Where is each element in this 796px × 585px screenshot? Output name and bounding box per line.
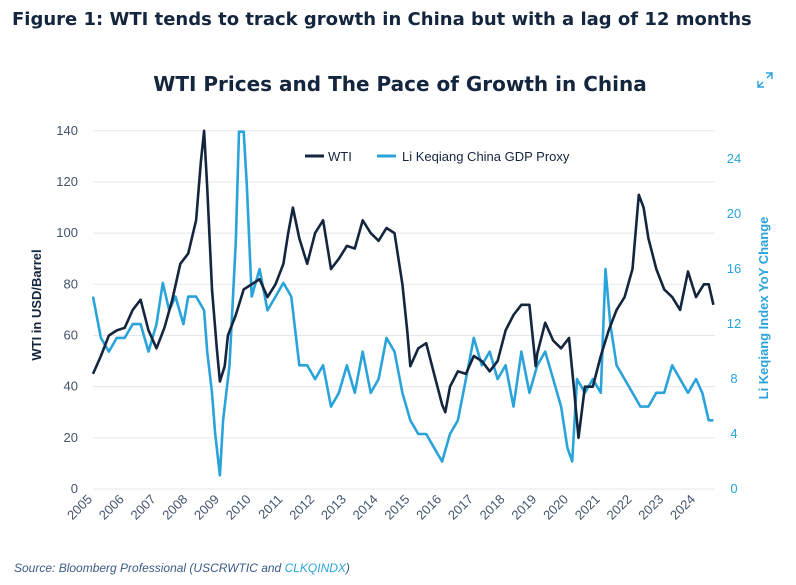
- y2-tick-label: 20: [727, 206, 741, 221]
- y2-tick-label: 16: [727, 261, 741, 276]
- x-tick-label: 2016: [413, 492, 444, 523]
- legend-label-gdp: Li Keqiang China GDP Proxy: [402, 149, 570, 164]
- legend: WTI Li Keqiang China GDP Proxy: [305, 149, 570, 164]
- x-tick-label: 2013: [318, 492, 349, 523]
- y2-tick-label: 12: [727, 316, 741, 331]
- legend-label-wti: WTI: [328, 149, 352, 164]
- y-tick-label: 120: [56, 174, 78, 189]
- series-lines: [91, 129, 715, 477]
- gdp-proxy-series-line: [91, 130, 714, 477]
- y-tick-label: 80: [64, 276, 78, 291]
- chart-title: WTI Prices and The Pace of Growth in Chi…: [153, 72, 646, 96]
- right-axis-ticks: 0 4 8 12 16 20 24: [727, 151, 741, 496]
- y-tick-label: 60: [64, 327, 78, 342]
- x-tick-label: 2018: [477, 492, 508, 523]
- y2-tick-label: 0: [730, 481, 737, 496]
- wti-series-line: [91, 129, 715, 440]
- y-tick-label: 20: [64, 430, 78, 445]
- y-tick-label: 100: [56, 225, 78, 240]
- x-tick-label: 2006: [96, 492, 127, 523]
- y-tick-label: 140: [56, 123, 78, 138]
- source-note: Source: Bloomberg Professional (USCRWTIC…: [14, 561, 350, 575]
- y2-tick-label: 8: [730, 371, 737, 386]
- source-suffix: ): [345, 561, 350, 575]
- x-tick-label: 2024: [667, 492, 698, 523]
- x-tick-label: 2020: [540, 492, 571, 523]
- left-axis-ticks: 0 20 40 60 80 100 120 140: [56, 123, 78, 496]
- y-axis-label: WTI in USD/Barrel: [29, 249, 44, 360]
- x-tick-label: 2022: [604, 492, 635, 523]
- x-axis-ticks: 2005 2006 2007 2008 2009 2010 2011 2012 2013 2014…: [64, 492, 698, 523]
- y2-axis-label: Li Keqiang Index YoY Change: [756, 217, 771, 400]
- x-tick-label: 2017: [445, 492, 476, 523]
- figure-title: Figure 1: WTI tends to track growth in C…: [12, 9, 752, 30]
- y-tick-label: 0: [71, 481, 78, 496]
- x-tick-label: 2012: [286, 492, 317, 523]
- x-tick-label: 2005: [64, 492, 95, 523]
- x-tick-label: 2010: [223, 492, 254, 523]
- x-tick-label: 2015: [381, 492, 412, 523]
- x-tick-label: 2008: [159, 492, 190, 523]
- y2-tick-label: 24: [727, 151, 741, 166]
- y2-tick-label: 4: [730, 426, 737, 441]
- x-tick-label: 2014: [350, 492, 381, 523]
- x-tick-label: 2023: [635, 492, 666, 523]
- x-tick-label: 2019: [508, 492, 539, 523]
- x-tick-label: 2021: [572, 492, 603, 523]
- x-tick-label: 2009: [191, 492, 222, 523]
- x-tick-label: 2007: [128, 492, 159, 523]
- expand-arrows-icon[interactable]: [756, 71, 774, 89]
- x-tick-label: 2011: [255, 492, 285, 522]
- y-tick-label: 40: [64, 379, 78, 394]
- source-prefix: Source: Bloomberg Professional (USCRWTIC…: [14, 561, 285, 575]
- source-link[interactable]: CLKQINDX: [284, 561, 346, 575]
